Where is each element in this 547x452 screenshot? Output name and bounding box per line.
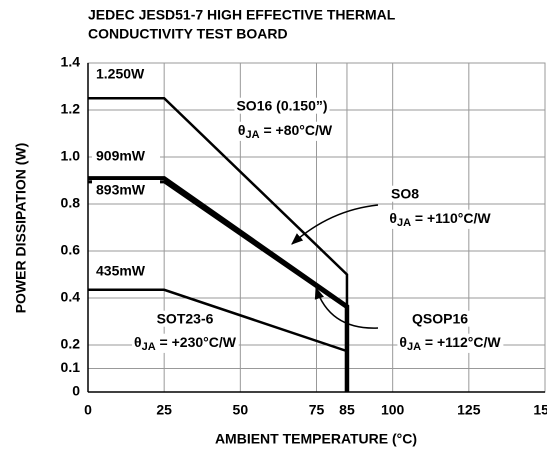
annotation-theta: θJA = +110°C/W bbox=[389, 210, 491, 229]
y-tick-label: 0 bbox=[72, 383, 80, 399]
x-tick-label: 75 bbox=[309, 402, 325, 418]
value-label: 1.250W bbox=[96, 66, 145, 82]
annotation-bg bbox=[387, 209, 494, 229]
series-line bbox=[88, 176, 350, 392]
x-tick-label: 0 bbox=[84, 402, 92, 418]
x-tick-label: 150 bbox=[533, 402, 547, 418]
annotation-bg bbox=[154, 310, 216, 327]
y-axis-title: POWER DISSIPATION (W) bbox=[13, 143, 29, 314]
annotation-bg bbox=[234, 97, 330, 114]
x-tick-label: 25 bbox=[156, 402, 172, 418]
annotation-theta: θJA = +80°C/W bbox=[238, 122, 333, 141]
annotation-name: QSOP16 bbox=[412, 311, 468, 327]
chart-title: CONDUCTIVITY TEST BOARD bbox=[88, 26, 288, 42]
annotation-bg bbox=[132, 333, 239, 353]
value-label: 909mW bbox=[96, 148, 146, 164]
x-axis-title: AMBIENT TEMPERATURE (°C) bbox=[215, 431, 417, 447]
y-tick-label: 1.2 bbox=[61, 101, 81, 117]
y-tick-label: 0.6 bbox=[61, 242, 81, 258]
arrow bbox=[291, 204, 379, 245]
annotation-theta: θJA = +112°C/W bbox=[399, 334, 501, 353]
value-label: 435mW bbox=[96, 263, 146, 279]
theta-value: = +230°C/W bbox=[156, 334, 237, 350]
label-box bbox=[92, 64, 160, 86]
annotation-theta: θJA = +230°C/W bbox=[134, 334, 237, 353]
annotation-name: SO16 (0.150”) bbox=[236, 98, 327, 114]
annotation-name: SO8 bbox=[391, 186, 419, 202]
annotation-bg bbox=[409, 310, 471, 327]
theta-value: = +80°C/W bbox=[260, 122, 333, 138]
y-tick-label: 0.4 bbox=[61, 289, 81, 305]
y-tick-label: 1.0 bbox=[61, 148, 81, 164]
theta: θ bbox=[389, 210, 397, 226]
series-line bbox=[88, 288, 349, 392]
theta: θ bbox=[134, 334, 142, 350]
x-tick-label: 125 bbox=[457, 402, 481, 418]
subscript: JA bbox=[142, 341, 156, 353]
theta-value: = +110°C/W bbox=[411, 210, 491, 226]
annotation-bg bbox=[388, 185, 422, 202]
annotation-bg bbox=[397, 333, 504, 353]
y-tick-label: 0.8 bbox=[61, 195, 81, 211]
subscript: JA bbox=[407, 341, 421, 353]
label-box bbox=[92, 180, 160, 202]
x-tick-label: 50 bbox=[233, 402, 249, 418]
value-label: 893mW bbox=[96, 182, 146, 198]
annotation-bg bbox=[235, 121, 335, 141]
chart-title: JEDEC JESD51-7 HIGH EFFECTIVE THERMAL bbox=[88, 7, 396, 23]
label-box bbox=[92, 261, 160, 283]
label-box bbox=[92, 146, 160, 168]
subscript: JA bbox=[246, 129, 260, 141]
x-tick-label: 100 bbox=[381, 402, 405, 418]
x-tick-label: 85 bbox=[339, 402, 355, 418]
arrow bbox=[314, 286, 379, 329]
theta-value: = +112°C/W bbox=[421, 334, 501, 350]
y-tick-label: 1.4 bbox=[61, 54, 81, 70]
subscript: JA bbox=[397, 217, 411, 229]
theta: θ bbox=[238, 122, 246, 138]
theta: θ bbox=[399, 334, 407, 350]
annotation-name: SOT23-6 bbox=[157, 311, 214, 327]
series bbox=[88, 97, 350, 392]
y-tick-label: 0.2 bbox=[61, 336, 81, 352]
y-tick-label: 0.1 bbox=[61, 359, 81, 375]
